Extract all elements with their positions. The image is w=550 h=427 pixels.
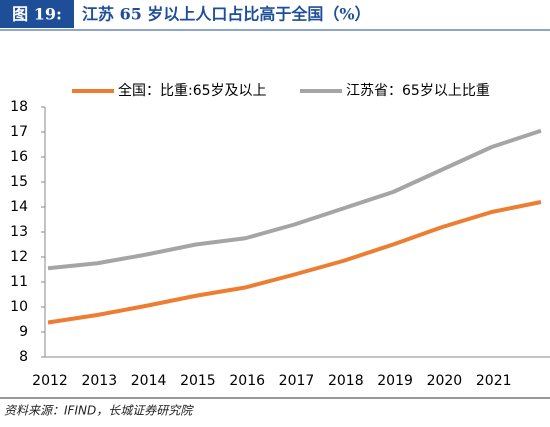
y-tick-label: 15 — [10, 174, 28, 190]
y-tick-label: 14 — [10, 199, 28, 215]
y-tick-label: 17 — [10, 124, 28, 140]
x-tick-label: 2014 — [131, 373, 167, 389]
figure-label: 图 19: — [12, 5, 62, 24]
x-tick-label: 2013 — [81, 373, 117, 389]
x-tick-label: 2015 — [180, 373, 216, 389]
x-tick-label: 2018 — [328, 373, 364, 389]
y-tick-label: 16 — [10, 149, 28, 165]
y-tick-label: 12 — [10, 249, 28, 265]
x-tick-label: 2017 — [279, 373, 315, 389]
y-tick-label: 18 — [10, 99, 28, 115]
y-tick-label: 11 — [10, 274, 28, 290]
x-tick-label: 2021 — [476, 373, 512, 389]
y-tick-label: 9 — [19, 324, 28, 340]
source: 资料来源：IFIND，长城证券研究院 — [4, 404, 194, 418]
series-line — [47, 200, 542, 325]
x-tick-label: 2019 — [377, 373, 413, 389]
chart-title: 江苏 65 岁以上人口占比高于全国（%） — [82, 5, 371, 24]
legend-label: 全国：比重:65岁及以上 — [118, 82, 267, 99]
x-tick-label: 2016 — [229, 373, 265, 389]
y-tick-label: 8 — [19, 349, 28, 365]
legend-label: 江苏省：65岁以上比重 — [346, 83, 490, 99]
x-tick-label: 2012 — [32, 373, 68, 389]
series-line — [47, 128, 542, 271]
figure-label-box — [0, 0, 74, 28]
y-tick-label: 13 — [10, 224, 28, 240]
x-tick-label: 2020 — [427, 373, 463, 389]
y-tick-label: 10 — [10, 299, 28, 315]
